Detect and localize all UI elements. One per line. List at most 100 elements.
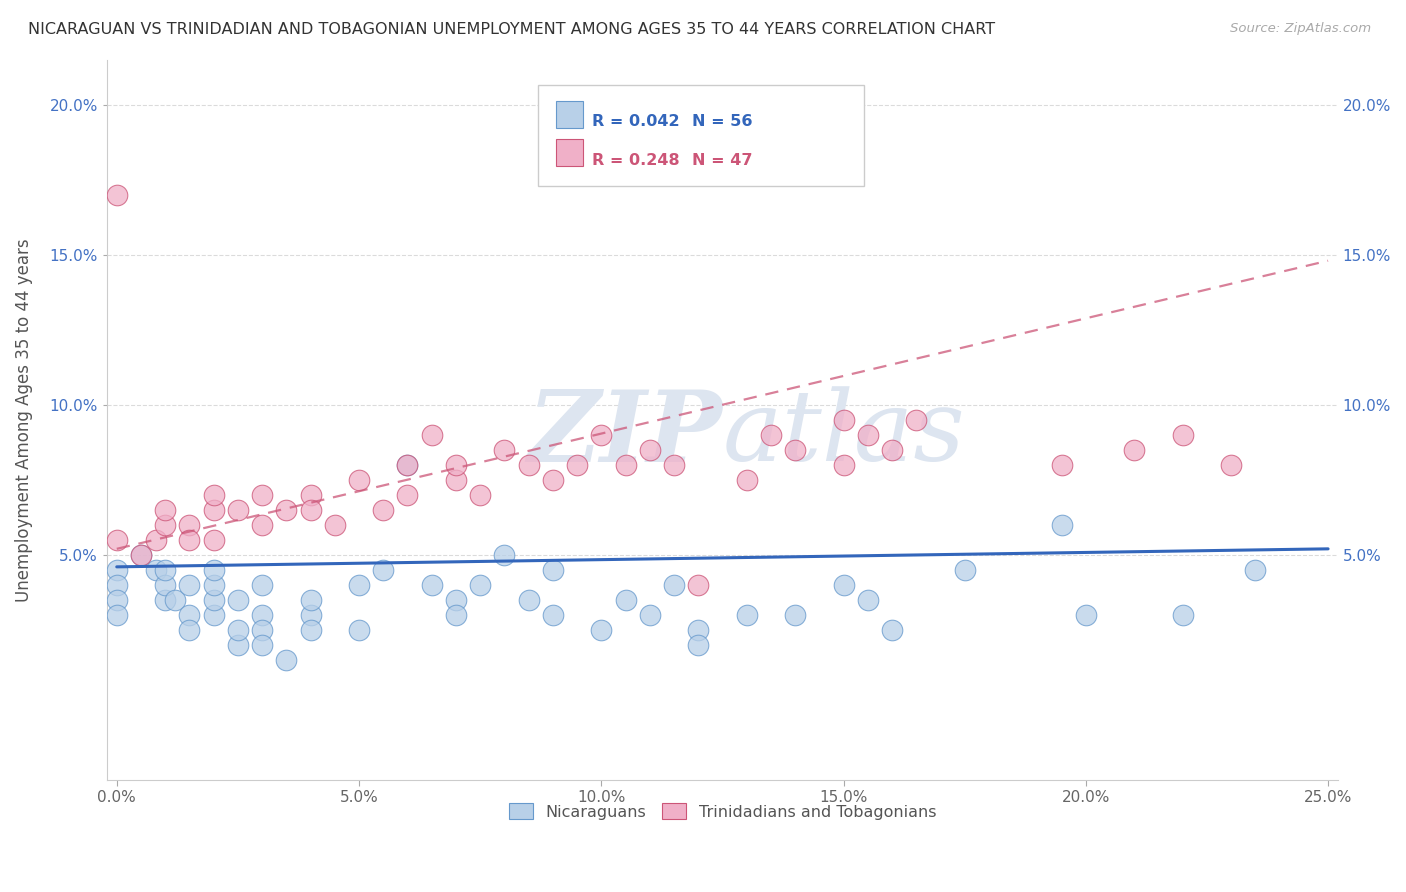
Point (105, 578, 128, 592)
Point (832, 458, 855, 472)
Point (470, 488, 492, 502)
Point (299, 488, 322, 502)
Point (129, 548, 152, 562)
Bar (557, 139, 583, 166)
Point (591, 623, 613, 637)
Point (250, 607, 273, 622)
Point (179, 578, 201, 592)
Point (785, 442, 807, 457)
Point (105, 187, 128, 202)
Point (299, 592, 322, 607)
Point (785, 607, 807, 622)
Point (299, 623, 322, 637)
Point (202, 578, 225, 592)
Point (614, 592, 637, 607)
Point (226, 592, 249, 607)
Point (688, 578, 710, 592)
Point (226, 623, 249, 637)
Point (299, 607, 322, 622)
Point (155, 517, 177, 532)
Point (179, 623, 201, 637)
Point (179, 517, 201, 532)
Point (517, 592, 540, 607)
Point (953, 563, 976, 577)
Point (250, 578, 273, 592)
Point (226, 503, 249, 517)
Point (856, 592, 879, 607)
Text: N = 47: N = 47 (692, 153, 752, 168)
Point (145, 533, 167, 547)
Point (880, 623, 903, 637)
FancyBboxPatch shape (538, 85, 863, 186)
Point (444, 473, 467, 487)
Text: atlas: atlas (723, 386, 965, 482)
Point (1171, 427, 1194, 442)
Point (373, 503, 395, 517)
Point (323, 517, 346, 532)
Point (179, 533, 201, 547)
Point (202, 563, 225, 577)
Point (1220, 458, 1243, 472)
Point (420, 427, 443, 442)
Point (396, 458, 419, 472)
Point (105, 607, 128, 622)
Text: N = 56: N = 56 (692, 114, 752, 129)
Point (735, 473, 758, 487)
Point (565, 458, 588, 472)
Point (299, 503, 322, 517)
Point (541, 607, 564, 622)
Point (494, 548, 516, 562)
Point (494, 442, 516, 457)
Point (202, 607, 225, 622)
Point (1050, 517, 1073, 532)
Legend: Nicaraguans, Trinidadians and Tobagonians: Nicaraguans, Trinidadians and Tobagonian… (502, 797, 942, 826)
Text: NICARAGUAN VS TRINIDADIAN AND TOBAGONIAN UNEMPLOYMENT AMONG AGES 35 TO 44 YEARS : NICARAGUAN VS TRINIDADIAN AND TOBAGONIAN… (28, 22, 995, 37)
Point (202, 533, 225, 547)
Point (145, 563, 167, 577)
Point (688, 638, 710, 652)
Point (1074, 607, 1097, 622)
Point (420, 578, 443, 592)
Point (614, 458, 637, 472)
Point (905, 413, 928, 427)
Point (155, 563, 177, 577)
Point (163, 592, 186, 607)
Point (226, 638, 249, 652)
Point (105, 563, 128, 577)
Y-axis label: Unemployment Among Ages 35 to 44 years: Unemployment Among Ages 35 to 44 years (15, 238, 32, 601)
Point (179, 607, 201, 622)
Bar (557, 101, 583, 128)
Point (735, 607, 758, 622)
Point (347, 578, 370, 592)
Point (541, 563, 564, 577)
Point (541, 473, 564, 487)
Point (202, 592, 225, 607)
Point (202, 488, 225, 502)
Point (396, 488, 419, 502)
Point (591, 427, 613, 442)
Point (347, 473, 370, 487)
Point (347, 623, 370, 637)
Point (638, 442, 661, 457)
Point (880, 442, 903, 457)
Text: ZIP: ZIP (527, 386, 723, 483)
Text: R = 0.042: R = 0.042 (592, 114, 679, 129)
Point (662, 458, 685, 472)
Point (202, 503, 225, 517)
Point (129, 548, 152, 562)
Text: R = 0.248: R = 0.248 (592, 153, 679, 168)
Point (470, 578, 492, 592)
Point (250, 638, 273, 652)
Point (662, 578, 685, 592)
Point (759, 427, 782, 442)
Point (444, 592, 467, 607)
Point (1050, 458, 1073, 472)
Point (1171, 607, 1194, 622)
Point (276, 503, 298, 517)
Point (444, 607, 467, 622)
Point (105, 533, 128, 547)
Point (1244, 563, 1267, 577)
Point (250, 488, 273, 502)
Text: Source: ZipAtlas.com: Source: ZipAtlas.com (1230, 22, 1371, 36)
Point (250, 623, 273, 637)
